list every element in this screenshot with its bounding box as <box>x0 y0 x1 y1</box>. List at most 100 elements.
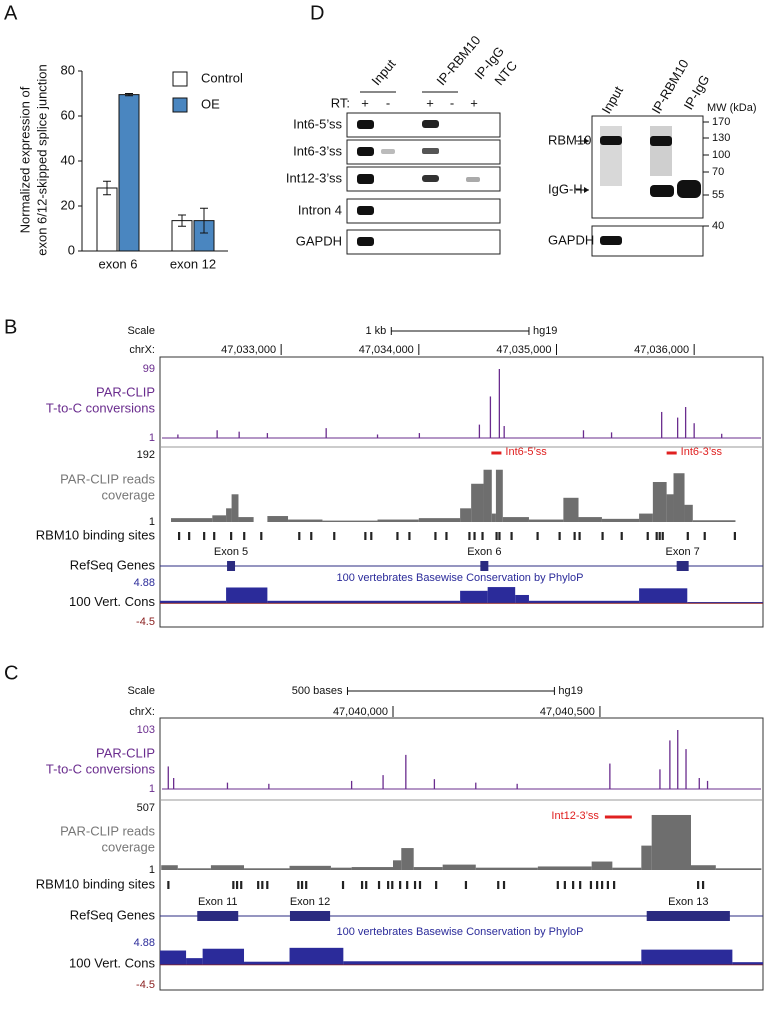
binding-site <box>497 881 500 889</box>
scale-bar <box>390 327 530 335</box>
binding-site <box>310 532 313 540</box>
lane-label: Input <box>599 83 627 116</box>
conservation-bar <box>460 590 488 604</box>
track-min: 1 <box>149 783 155 795</box>
binding-site <box>701 881 705 889</box>
exon-label: Exon 13 <box>668 896 708 908</box>
binding-site <box>261 881 264 889</box>
panel-label: A <box>4 2 18 24</box>
coverage-bar <box>591 861 613 870</box>
binding-site <box>646 532 649 540</box>
coverage-bar <box>442 864 476 870</box>
chrom-label: chrX: <box>129 706 155 718</box>
bar <box>118 94 140 252</box>
track-name: PAR-CLIP <box>96 745 155 760</box>
binding-site <box>408 532 411 540</box>
error-bar <box>103 180 111 196</box>
mw-label: 170 <box>712 116 730 128</box>
track-name: coverage <box>102 839 155 854</box>
track-name: PAR-CLIP reads <box>60 823 155 838</box>
binding-site <box>370 532 373 540</box>
coverage-bar <box>460 508 472 522</box>
coverage-bar <box>475 867 538 870</box>
panel-label: C <box>4 662 18 684</box>
coverage-bar <box>226 508 232 522</box>
binding-site <box>464 881 468 889</box>
binding-site <box>498 532 501 540</box>
binding-site <box>203 532 206 540</box>
binding-site <box>434 532 437 540</box>
binding-site <box>243 532 246 540</box>
conservation-bar <box>687 602 763 604</box>
gel-right <box>576 115 704 257</box>
row-label: GAPDH <box>296 233 342 248</box>
rt-sign: + <box>426 95 434 110</box>
conservation-bar <box>160 600 227 604</box>
track-min: -4.5 <box>136 616 155 628</box>
coverage-bar <box>231 494 239 522</box>
coverage-bar <box>666 494 674 522</box>
band-label: IgG-H <box>548 181 583 196</box>
binding-site <box>298 532 301 540</box>
track-name: T-to-C conversions <box>46 400 156 415</box>
track-min: 1 <box>149 432 155 444</box>
coverage-bar <box>377 519 419 522</box>
track-max: 103 <box>137 724 155 736</box>
scale-label: Scale <box>127 325 155 337</box>
coverage-bar <box>238 517 254 522</box>
binding-site <box>697 881 700 889</box>
coverage-bar <box>651 814 691 870</box>
scale-bar-label: 1 kb <box>365 325 386 337</box>
binding-site <box>377 881 381 889</box>
binding-site <box>495 532 498 540</box>
binding-site <box>686 532 689 540</box>
coverage-bar <box>639 513 653 522</box>
rt-sign: + <box>361 95 369 110</box>
track-max: 192 <box>137 449 155 461</box>
exon-label: Exon 7 <box>666 546 700 558</box>
binding-site <box>573 532 576 540</box>
exon-label: Exon 11 <box>198 896 238 908</box>
binding-site <box>360 881 364 889</box>
y-axis-label: Normalized expression of <box>17 86 32 233</box>
binding-site <box>406 881 409 889</box>
binding-site <box>235 881 239 889</box>
mw-label: 70 <box>712 166 724 178</box>
coverage-bar <box>612 867 642 870</box>
legend-label: OE <box>201 96 220 111</box>
binding-site <box>613 881 616 889</box>
track-title: 100 vertebrates Basewise Conservation by… <box>336 926 583 938</box>
track-name: PAR-CLIP <box>96 384 155 399</box>
mw-title: MW (kDa) <box>707 102 757 114</box>
coverage-bar <box>491 513 496 522</box>
track-max: 4.88 <box>134 937 155 949</box>
track-name: T-to-C conversions <box>46 761 156 776</box>
binding-site <box>578 532 581 540</box>
conservation-bar <box>639 588 688 604</box>
conservation-bar <box>487 587 516 604</box>
scale-label: Scale <box>127 685 155 697</box>
region-bar <box>604 815 632 819</box>
track-min: 1 <box>149 864 155 876</box>
coverage-bar <box>483 469 492 522</box>
rt-sign: - <box>386 95 390 110</box>
conservation-bar <box>343 961 642 965</box>
conservation-bar <box>528 600 640 604</box>
binding-site <box>387 881 390 889</box>
y-tick-label: 20 <box>61 197 75 212</box>
coverage-bar <box>244 868 290 870</box>
exon <box>646 911 730 921</box>
exon-label: Exon 5 <box>214 546 248 558</box>
binding-site <box>558 532 561 540</box>
coverage-bar <box>495 469 503 522</box>
panel-label: D <box>310 2 324 24</box>
chrom-label: chrX: <box>129 344 155 356</box>
track-min: -4.5 <box>136 979 155 991</box>
rt-sign: + <box>470 95 478 110</box>
x-tick-label: exon 12 <box>170 256 216 271</box>
row-label: Int12-3’ss <box>286 170 343 185</box>
track-max: 507 <box>137 802 155 814</box>
y-tick-label: 0 <box>68 242 75 257</box>
exon <box>227 561 236 571</box>
